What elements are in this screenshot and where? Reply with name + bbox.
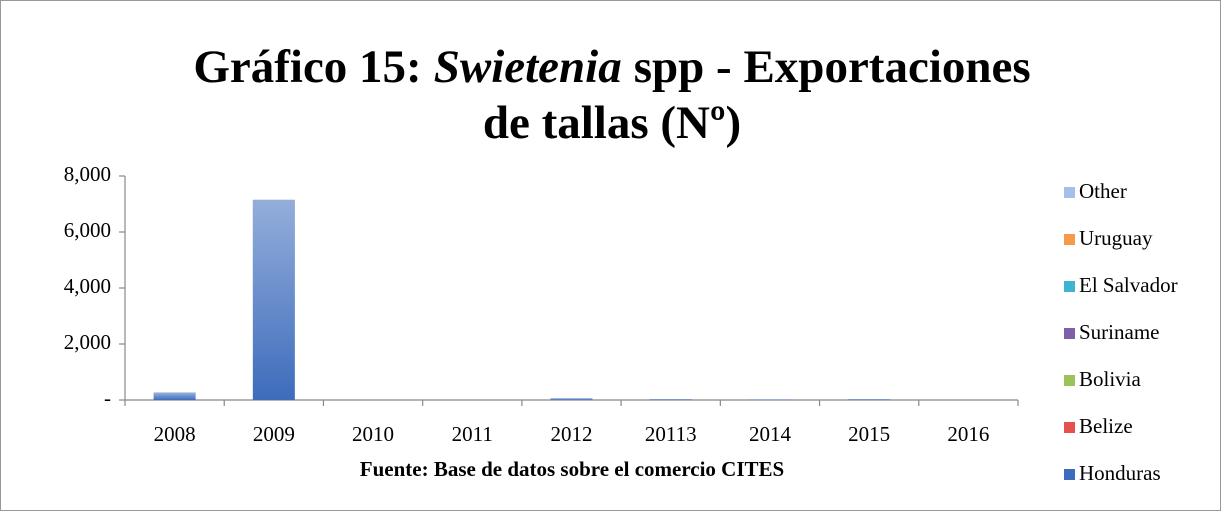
bar-shade bbox=[153, 393, 196, 400]
legend-label: Suriname bbox=[1079, 320, 1159, 344]
bar-shade bbox=[153, 392, 196, 393]
y-tick-label: 2,000 bbox=[64, 330, 111, 354]
chart-title: de tallas (Nº) bbox=[483, 97, 741, 149]
chart-title: Gráfico 15: Swietenia spp - Exportaciones bbox=[193, 41, 1030, 93]
legend-label: Bolivia bbox=[1079, 367, 1142, 391]
x-tick-label: 2015 bbox=[848, 422, 890, 446]
x-tick-label: 2008 bbox=[154, 422, 196, 446]
legend-swatch bbox=[1064, 469, 1075, 480]
legend-swatch bbox=[1064, 375, 1075, 386]
title-part: Gráfico 15: bbox=[193, 41, 421, 93]
legend-swatch bbox=[1064, 187, 1075, 198]
x-tick-label: 2014 bbox=[749, 422, 792, 446]
legend-swatch bbox=[1064, 234, 1075, 245]
bar-shade bbox=[550, 398, 593, 400]
x-tick-label: 2016 bbox=[947, 422, 989, 446]
legend-swatch bbox=[1064, 328, 1075, 339]
y-tick-label: - bbox=[104, 386, 111, 410]
x-tick-label: 2011 bbox=[452, 422, 493, 446]
legend-label: Other bbox=[1079, 179, 1127, 203]
legend-label: Uruguay bbox=[1079, 226, 1153, 250]
legend-swatch bbox=[1064, 422, 1075, 433]
bar-shade bbox=[848, 399, 891, 400]
x-tick-label: 2009 bbox=[253, 422, 295, 446]
legend-label: El Salvador bbox=[1079, 273, 1178, 297]
legend-label: Belize bbox=[1079, 414, 1133, 438]
y-tick-label: 8,000 bbox=[64, 162, 111, 186]
title-part: Swietenia bbox=[434, 41, 622, 93]
legend-swatch bbox=[1064, 281, 1075, 292]
bar-shade bbox=[649, 399, 692, 400]
x-tick-label: 2010 bbox=[352, 422, 394, 446]
y-tick-label: 4,000 bbox=[64, 274, 111, 298]
bar-shade bbox=[748, 399, 791, 400]
title-part: spp - Exportaciones bbox=[634, 41, 1031, 93]
x-tick-label: 20113 bbox=[645, 422, 697, 446]
x-tick-label: 2012 bbox=[551, 422, 593, 446]
legend-label: Honduras bbox=[1079, 461, 1161, 485]
y-tick-label: 6,000 bbox=[64, 218, 111, 242]
bar-shade bbox=[252, 199, 295, 400]
x-axis-label: Fuente: Base de datos sobre el comercio … bbox=[360, 457, 784, 481]
